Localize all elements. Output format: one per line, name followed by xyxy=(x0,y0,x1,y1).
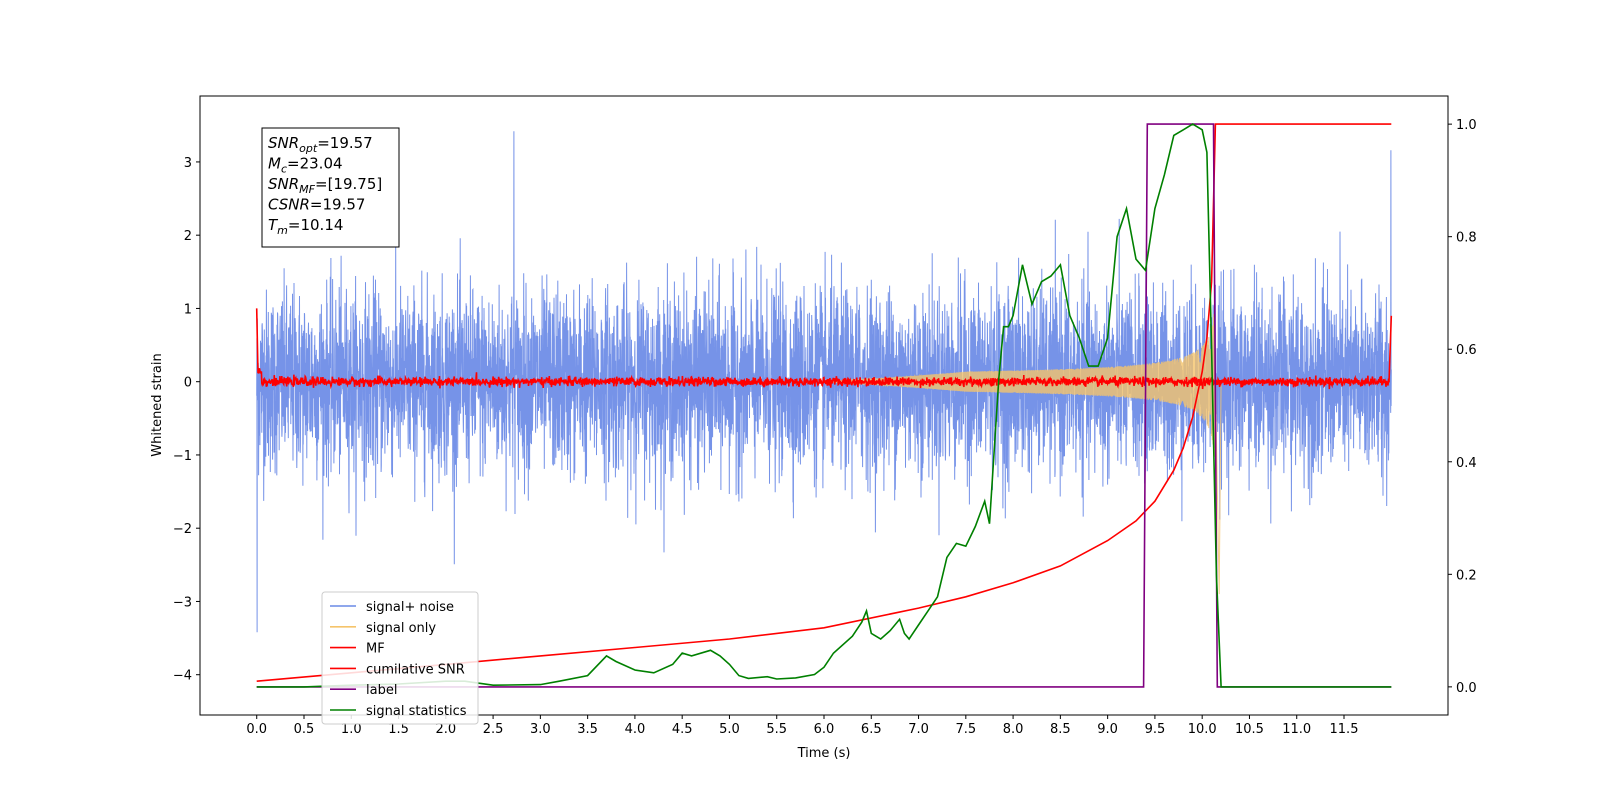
y2-tick-label: 0.2 xyxy=(1456,568,1477,583)
y-tick-label: 1 xyxy=(184,302,192,317)
x-tick-label: 7.0 xyxy=(908,722,929,737)
x-tick-label: 8.5 xyxy=(1050,722,1071,737)
x-tick-label: 8.0 xyxy=(1003,722,1024,737)
plot-area xyxy=(255,123,1393,688)
y-axis-label: Whitened strain xyxy=(150,353,165,456)
y-tick-label: 0 xyxy=(184,376,192,391)
x-tick-label: 3.5 xyxy=(577,722,598,737)
y-tick-label: 3 xyxy=(184,156,192,171)
x-tick-label: 11.5 xyxy=(1330,722,1359,737)
y2-tick-label: 0.4 xyxy=(1456,456,1477,471)
annotation-line: SNRopt=19.57 xyxy=(268,134,373,155)
x-tick-label: 1.5 xyxy=(388,722,409,737)
series-cumulative-snr-line xyxy=(256,123,1392,682)
y-tick-label: 2 xyxy=(184,229,192,244)
x-tick-label: 10.5 xyxy=(1235,722,1264,737)
annotation-box: SNRopt=19.57Mc=23.04SNRMF=[19.75]CSNR=19… xyxy=(261,127,400,248)
x-tick-label: 11.0 xyxy=(1282,722,1311,737)
legend-frame xyxy=(321,591,479,725)
legend-entry: MF xyxy=(366,642,385,657)
y2-tick-label: 1.0 xyxy=(1456,118,1477,133)
x-tick-label: 2.0 xyxy=(435,722,456,737)
y-tick-label: −4 xyxy=(173,669,192,684)
series-signal-statistics-line xyxy=(256,123,1392,688)
y2-tick-label: 0.6 xyxy=(1456,343,1477,358)
annotation-line: Tm=10.14 xyxy=(268,216,343,237)
y-tick-label: −2 xyxy=(173,522,192,537)
x-tick-label: 5.0 xyxy=(719,722,740,737)
annotation-line: SNRMF=[19.75] xyxy=(268,175,382,196)
x-tick-label: 4.5 xyxy=(672,722,693,737)
series-mf-line xyxy=(255,308,1393,390)
axis-ticks: 0.0 0.5 1.0 1.5 2.0 2.5 3.0 3.5 4.0 4.5 5.0 5.5 6.0 6… xyxy=(173,118,1477,737)
x-tick-label: 5.5 xyxy=(766,722,787,737)
x-tick-label: 1.0 xyxy=(341,722,362,737)
legend-entry: cumilative SNR xyxy=(366,662,465,677)
y-tick-label: −1 xyxy=(173,449,192,464)
legend-entry: signal statistics xyxy=(366,704,467,719)
legend-entry: label xyxy=(366,683,397,698)
y2-tick-label: 0.0 xyxy=(1456,681,1477,696)
x-tick-label: 3.0 xyxy=(530,722,551,737)
y-tick-label: −3 xyxy=(173,595,192,610)
series-signal-noise-line xyxy=(256,131,1392,633)
x-tick-label: 6.5 xyxy=(861,722,882,737)
annotation-frame xyxy=(261,127,400,248)
x-tick-label: 0.0 xyxy=(246,722,267,737)
x-tick-label: 10.0 xyxy=(1188,722,1217,737)
legend: signal+ noise signal only MF cumilative SNR… xyxy=(321,591,479,725)
x-tick-label: 9.5 xyxy=(1145,722,1166,737)
x-tick-label: 6.0 xyxy=(814,722,835,737)
annotation-line: Mc=23.04 xyxy=(268,155,343,176)
annotation-line: CSNR=19.57 xyxy=(268,196,365,214)
x-tick-label: 7.5 xyxy=(955,722,976,737)
x-tick-label: 2.5 xyxy=(483,722,504,737)
x-tick-label: 4.0 xyxy=(625,722,646,737)
y2-tick-label: 0.8 xyxy=(1456,231,1477,246)
x-tick-label: 0.5 xyxy=(294,722,315,737)
legend-entry: signal+ noise xyxy=(366,600,454,615)
legend-entry: signal only xyxy=(366,621,436,636)
x-tick-label: 9.0 xyxy=(1097,722,1118,737)
x-axis-label: Time (s) xyxy=(797,746,851,761)
